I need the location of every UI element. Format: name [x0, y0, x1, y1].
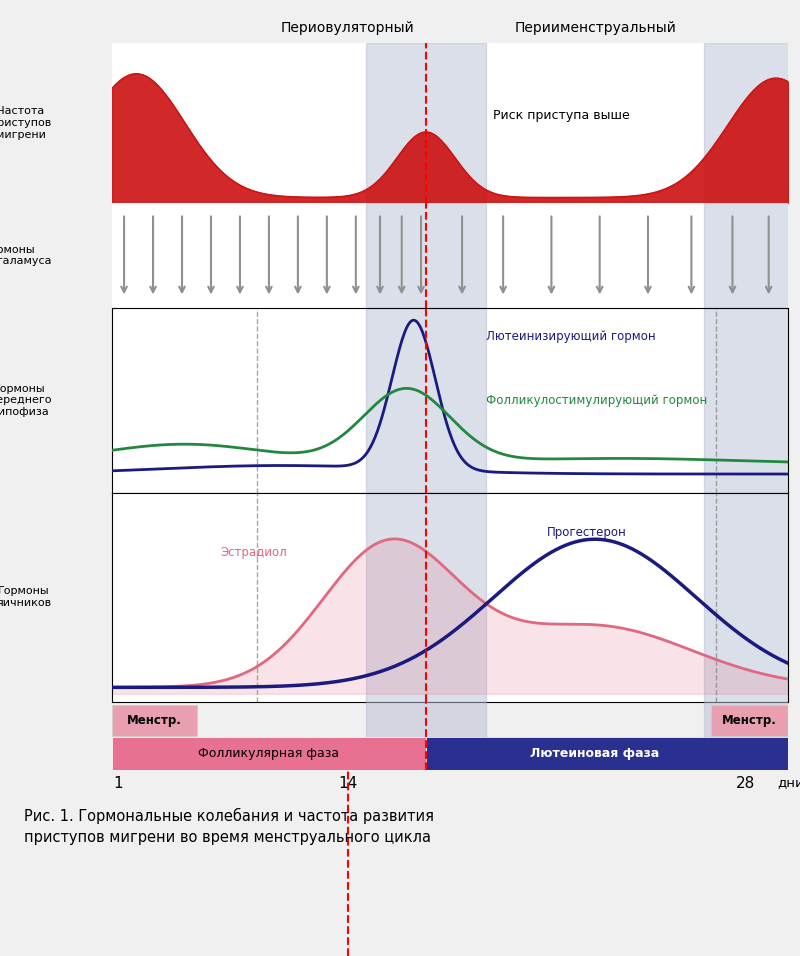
- Text: Лютеинизирующий гормон: Лютеинизирующий гормон: [486, 330, 656, 342]
- Text: Прогестерон: Прогестерон: [546, 526, 626, 539]
- Text: Эстрадиол: Эстрадиол: [221, 546, 287, 558]
- Text: 1: 1: [114, 776, 123, 792]
- Text: дни: дни: [778, 776, 800, 790]
- Bar: [703, 203, 800, 308]
- Bar: [426, 737, 788, 770]
- Bar: [112, 705, 197, 736]
- Bar: [366, 43, 486, 203]
- Text: Фолликулостимулирующий гормон: Фолликулостимулирующий гормон: [486, 394, 707, 406]
- Bar: [703, 702, 800, 770]
- Bar: [366, 702, 486, 770]
- Bar: [366, 308, 486, 492]
- Bar: [112, 737, 426, 770]
- Text: Гормоны
гипоталамуса: Гормоны гипоталамуса: [0, 245, 51, 267]
- Bar: [366, 492, 486, 702]
- Text: Гормоны
переднего
гипофиза: Гормоны переднего гипофиза: [0, 383, 51, 417]
- Bar: [703, 492, 800, 702]
- Bar: [710, 705, 788, 736]
- Text: Гормоны
яичников: Гормоны яичников: [0, 586, 51, 608]
- Text: Менстр.: Менстр.: [127, 714, 182, 727]
- Text: 28: 28: [736, 776, 755, 792]
- Text: 14: 14: [338, 776, 358, 792]
- Bar: [366, 203, 486, 308]
- Text: Менстр.: Менстр.: [722, 714, 777, 727]
- Text: Лютеиновая фаза: Лютеиновая фаза: [530, 747, 659, 760]
- Text: Фолликулярная фаза: Фолликулярная фаза: [198, 747, 339, 760]
- Text: Периовуляторный: Периовуляторный: [281, 21, 415, 35]
- Bar: [703, 43, 800, 203]
- Text: Периименструальный: Периименструальный: [515, 21, 677, 35]
- Bar: [703, 308, 800, 492]
- Text: Частота
приступов
мигрени: Частота приступов мигрени: [0, 106, 51, 140]
- Text: Рис. 1. Гормональные колебания и частота развития
приступов мигрени во время мен: Рис. 1. Гормональные колебания и частота…: [24, 808, 434, 845]
- Text: Риск приступа выше: Риск приступа выше: [494, 109, 630, 122]
